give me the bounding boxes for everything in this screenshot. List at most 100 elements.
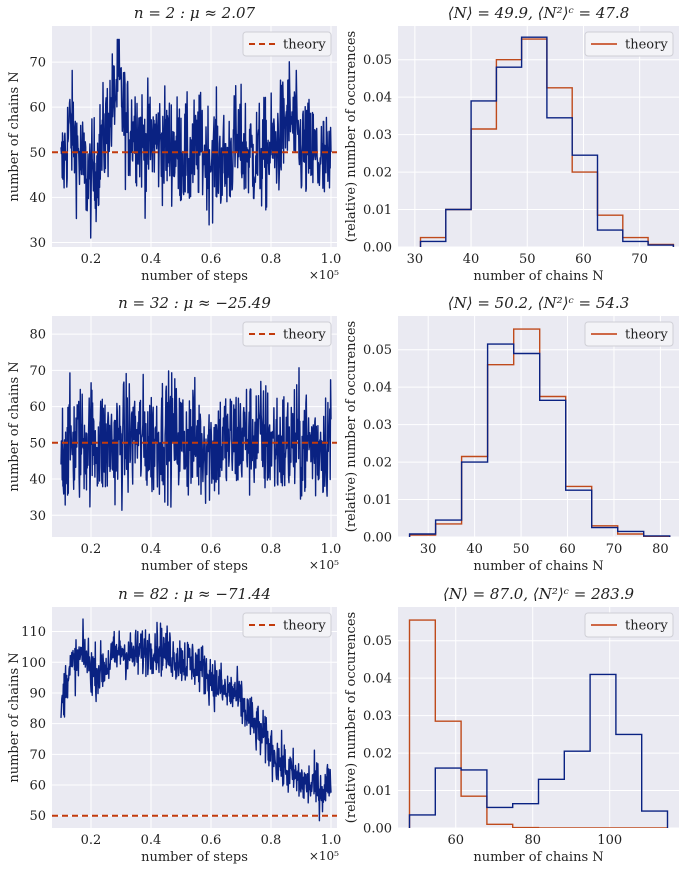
chart-h3: 60 80 100 0.00 0.01 0.02 0.03 0.04 0.05 ⟨N⟩ = 87.… xyxy=(344,585,679,865)
series-line-simulation xyxy=(60,618,332,822)
y-axis-label: (relative) number of occurences xyxy=(344,612,359,823)
chart-title: ⟨N⟩ = 87.0, ⟨N²⟩ᶜ = 283.9 xyxy=(443,585,635,603)
x-axis-label: number of steps xyxy=(141,559,248,574)
y-tick-label: 110 xyxy=(21,625,46,640)
x-multiplier: ×10⁵ xyxy=(309,268,339,282)
x-tick-label: 60 xyxy=(575,252,592,267)
y-tick-label: 0.05 xyxy=(363,634,392,649)
y-tick-label: 0.02 xyxy=(363,166,392,181)
legend-box xyxy=(584,612,674,638)
data-layer xyxy=(52,38,337,239)
data-layer xyxy=(408,619,669,828)
x-tick-label: 0.4 xyxy=(141,252,162,267)
x-tick-label: 0.8 xyxy=(261,833,282,848)
legend-label-theory: theory xyxy=(283,619,326,634)
y-tick-label: 0.01 xyxy=(363,203,392,218)
x-axis-label: number of chains N xyxy=(473,559,603,574)
x-tick-label: 1.0 xyxy=(321,542,342,557)
y-tick-label: 70 xyxy=(29,748,46,763)
data-layer xyxy=(408,328,671,537)
y-tick-label: 70 xyxy=(29,364,46,379)
legend-box xyxy=(242,31,332,57)
y-axis-label: number of chains N xyxy=(7,652,22,782)
y-tick-label: 40 xyxy=(29,473,46,488)
x-tick-label: 80 xyxy=(524,833,541,848)
x-tick-label: 30 xyxy=(407,252,424,267)
y-tick-label: 0.00 xyxy=(363,822,392,837)
legend-box xyxy=(242,612,332,638)
legend-label-theory: theory xyxy=(625,328,668,343)
histogram-step-simulation xyxy=(419,36,675,247)
plot-area xyxy=(398,26,679,247)
y-tick-label: 0.01 xyxy=(363,493,392,508)
series-line-simulation xyxy=(60,367,332,511)
x-multiplier: ×10⁵ xyxy=(309,849,339,863)
y-tick-label: 0.03 xyxy=(363,709,392,724)
x-tick-label: 100 xyxy=(597,833,622,848)
y-tick-label: 0.05 xyxy=(363,343,392,358)
chart-title: ⟨N⟩ = 49.9, ⟨N²⟩ᶜ = 47.8 xyxy=(448,4,630,22)
y-tick-label: 30 xyxy=(29,236,46,251)
y-tick-label: 0.02 xyxy=(363,456,392,471)
legend-box xyxy=(242,321,332,347)
y-tick-label: 0.03 xyxy=(363,418,392,433)
legend-box xyxy=(584,31,674,57)
y-tick-label: 0.05 xyxy=(363,53,392,68)
y-tick-label: 50 xyxy=(29,146,46,161)
chart-title: n = 82 : μ ≈ −71.44 xyxy=(118,585,271,603)
x-tick-label: 30 xyxy=(420,542,437,557)
x-tick-label: 0.8 xyxy=(261,252,282,267)
chart-h1: 30 40 50 60 70 0.00 0.01 0.02 0.03 0.04 0.05 ⟨N⟩ = … xyxy=(344,4,679,284)
x-tick-label: 0.6 xyxy=(201,542,222,557)
x-tick-label: 70 xyxy=(606,542,623,557)
histogram-step-simulation xyxy=(408,673,669,828)
y-tick-label: 80 xyxy=(29,717,46,732)
y-tick-label: 50 xyxy=(29,809,46,824)
y-tick-label: 0.00 xyxy=(363,241,392,256)
y-axis-label: number of chains N xyxy=(7,361,22,491)
y-tick-label: 40 xyxy=(29,191,46,206)
y-axis-label: number of chains N xyxy=(7,71,22,201)
x-tick-label: 0.2 xyxy=(81,252,102,267)
x-tick-label: 0.2 xyxy=(81,542,102,557)
y-tick-label: 0.02 xyxy=(363,747,392,762)
series-line-simulation xyxy=(60,38,332,239)
x-tick-label: 0.2 xyxy=(81,833,102,848)
x-tick-label: 50 xyxy=(513,542,530,557)
legend-label-theory: theory xyxy=(625,38,668,53)
y-tick-label: 0.04 xyxy=(363,91,392,106)
x-multiplier: ×10⁵ xyxy=(309,558,339,572)
chart-title: n = 2 : μ ≈ 2.07 xyxy=(134,4,256,22)
x-tick-label: 0.6 xyxy=(201,833,222,848)
legend-label-theory: theory xyxy=(283,38,326,53)
y-tick-label: 60 xyxy=(29,779,46,794)
data-layer xyxy=(52,367,337,511)
chart-ts2: 0.2 0.4 0.6 0.8 1.0 30 40 50 60 70 80 n = 32 : μ ≈ … xyxy=(7,294,341,574)
histogram-step-simulation xyxy=(408,343,671,537)
chart-ts1: 0.2 0.4 0.6 0.8 1.0 30 40 50 60 70 n = 2 : μ ≈ 2.0… xyxy=(7,4,341,284)
y-tick-label: 0.03 xyxy=(363,128,392,143)
x-tick-label: 70 xyxy=(631,252,648,267)
y-tick-label: 70 xyxy=(29,56,46,71)
x-axis-label: number of chains N xyxy=(473,850,603,865)
x-tick-label: 0.6 xyxy=(201,252,222,267)
y-tick-label: 100 xyxy=(21,656,46,671)
legend-box xyxy=(584,321,674,347)
x-tick-label: 0.4 xyxy=(141,833,162,848)
x-tick-label: 60 xyxy=(559,542,576,557)
x-tick-label: 80 xyxy=(652,542,669,557)
y-axis-label: (relative) number of occurences xyxy=(344,321,359,532)
y-tick-label: 80 xyxy=(29,328,46,343)
x-tick-label: 0.8 xyxy=(261,542,282,557)
plot-area xyxy=(398,316,679,537)
y-tick-label: 0.04 xyxy=(363,381,392,396)
x-tick-label: 60 xyxy=(447,833,464,848)
x-tick-label: 1.0 xyxy=(321,833,342,848)
y-tick-label: 0.01 xyxy=(363,784,392,799)
legend-label-theory: theory xyxy=(283,328,326,343)
y-tick-label: 60 xyxy=(29,400,46,415)
y-tick-label: 0.04 xyxy=(363,672,392,687)
y-tick-label: 50 xyxy=(29,436,46,451)
legend-label-theory: theory xyxy=(625,619,668,634)
chart-ts3: 0.2 0.4 0.6 0.8 1.0 50 60 70 80 90 100 110 n = 82 : … xyxy=(7,585,341,865)
